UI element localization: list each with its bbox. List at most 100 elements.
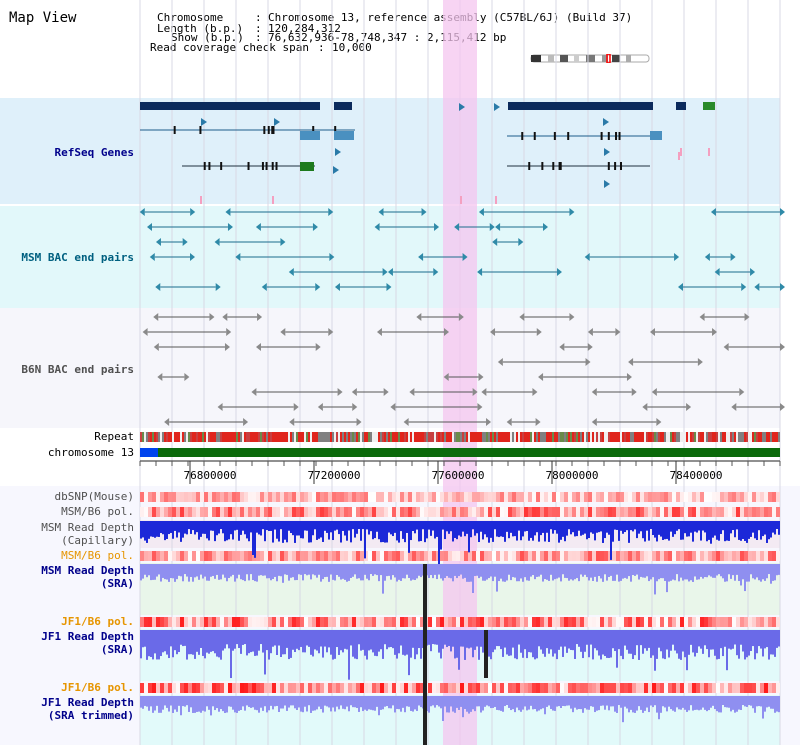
b6n-bac-pair-end-marker (356, 418, 362, 426)
jf1-depth-sra-bar (364, 630, 366, 656)
msm-depth-sra-bar (414, 564, 416, 581)
msm-depth-cap-bar (578, 521, 580, 531)
jf1-depth-trim-bar (458, 696, 460, 711)
jf1-depth-sra-bar (316, 630, 318, 651)
gene-block (703, 102, 715, 110)
jf1-depth-trim-bar (550, 696, 552, 709)
jf1-pol-bin (340, 683, 344, 693)
repeat-element (702, 432, 704, 442)
repeat-element (244, 432, 246, 442)
exon (567, 132, 570, 140)
msm-bac-pair-end-marker (750, 268, 756, 276)
jf1-depth-sra-bar (650, 630, 652, 658)
jf1-pol-bin (676, 683, 680, 693)
jf1-depth-sra-bar (470, 630, 472, 648)
repeat-element (552, 432, 554, 442)
jf1-pol-bin (672, 683, 676, 693)
repeat-element (366, 432, 368, 442)
jf1-depth-trim-bar (710, 696, 712, 708)
msm-depth-sra-bar (580, 564, 582, 575)
track-label-dbsnp: dbSNP(Mouse) (54, 490, 134, 503)
repeat-element (474, 432, 476, 442)
jf1-depth-trim-bar (590, 696, 592, 707)
repeat-element (140, 432, 142, 442)
jf1-depth-trim-bar (176, 696, 178, 712)
msm-depth-sra-bar (486, 564, 488, 580)
repeat-element (634, 432, 636, 442)
repeat-element (464, 432, 466, 442)
b6n-bac-pair-end-marker (443, 373, 449, 381)
msm-pol-bin (536, 551, 540, 561)
msm-pol-bin (700, 551, 704, 561)
b6n-bac-pair-end-marker (416, 313, 422, 321)
msm-depth-sra-bar (562, 564, 564, 575)
dbsnp-bin (716, 492, 720, 502)
jf1-depth-sra-bar (224, 630, 226, 649)
jf1-depth-sra-bar (532, 630, 534, 658)
exon (275, 162, 278, 170)
dbsnp-bin (412, 492, 416, 502)
dbsnp-bin (664, 492, 668, 502)
jf1-pol-bin (456, 683, 460, 693)
msm-pol-bin (312, 551, 316, 561)
jf1-depth-sra-bar (568, 630, 570, 649)
repeat-element (388, 432, 390, 442)
msm-bac-pair-end-marker (542, 223, 548, 231)
jf1-pol-bin (368, 617, 372, 627)
msm-depth-sra-bar (716, 564, 718, 576)
dbsnp-bin (468, 492, 472, 502)
jf1-depth-trim-bar (374, 696, 376, 711)
repeat-element (506, 432, 508, 442)
repeat-element (404, 432, 406, 442)
repeat-element (174, 432, 176, 442)
msm-bac-pair-end-marker (225, 208, 231, 216)
jf1-pol-bin (316, 617, 320, 627)
jf1-pol-bin (532, 617, 536, 627)
jf1-depth-trim-bar (246, 696, 248, 706)
msm-depth-cap-bar (746, 521, 748, 543)
show-key: Show (b.p.) (171, 31, 244, 44)
dbsnp-bin (548, 492, 552, 502)
jf1-depth-trim-bar (494, 696, 496, 707)
jf1-pol-bin (204, 617, 208, 627)
exon (300, 162, 314, 171)
jf1-depth-sra-bar (712, 630, 714, 650)
msm-pol-bin (316, 551, 320, 561)
jf1-depth-sra-bar (174, 630, 176, 651)
jf1-depth-trim-bar (480, 696, 482, 713)
msm-depth-sra-bar (646, 564, 648, 577)
jf1-depth-sra-bar (410, 630, 412, 658)
repeat-element (424, 432, 426, 442)
exon (533, 132, 536, 140)
jf1-depth-sra-bar (580, 630, 582, 652)
jf1-pol-bin (560, 617, 564, 627)
msm-pol-bin (456, 507, 460, 517)
repeat-element (560, 432, 562, 442)
b6n-bac-pair-end-marker (697, 358, 703, 366)
jf1-pol-bin (372, 683, 376, 693)
msm-depth-cap-bar (638, 521, 640, 534)
coverage-span-key: Read coverage check span (150, 41, 309, 54)
msm-depth-cap-bar (726, 521, 728, 541)
jf1-pol-bin (744, 683, 748, 693)
msm-pol-bin (140, 551, 144, 561)
repeat-element (544, 432, 546, 442)
length-value: 120,284,312 (268, 22, 341, 35)
msm-depth-cap-bar (266, 521, 268, 531)
jf1-depth-sra-bar (658, 630, 660, 648)
msm-depth-sra-bar (570, 564, 572, 580)
jf1-pol-bin (152, 617, 156, 627)
jf1-depth-trim-bar (248, 696, 250, 707)
msm-depth-sra-bar (742, 564, 744, 580)
repeat-element (592, 432, 594, 442)
dbsnp-bin (404, 492, 408, 502)
jf1-depth-trim-bar (324, 696, 326, 706)
msm-depth-cap-bar (358, 521, 360, 530)
jf1-depth-trim-bar (442, 696, 444, 721)
b6n-bac-pair-end-marker (251, 388, 257, 396)
msm-pol-bin (464, 507, 468, 517)
repeat-element (252, 432, 254, 442)
jf1-pol-bin (200, 683, 204, 693)
msm-depth-sra-bar (340, 564, 342, 580)
